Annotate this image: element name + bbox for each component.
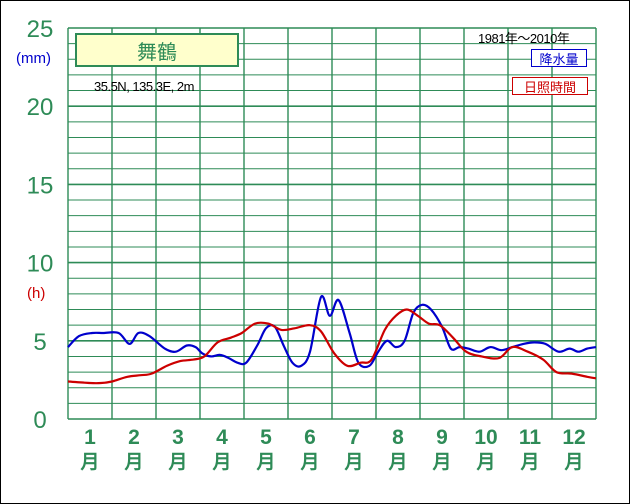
x-tick-month-suffix: 月 <box>431 451 451 473</box>
x-tick-month-suffix: 月 <box>387 451 407 473</box>
x-tick-month-suffix: 月 <box>211 451 231 473</box>
legend-precipitation: 降水量 <box>531 49 587 68</box>
unit-label-mm: (mm) <box>16 50 51 67</box>
y-tick-label: 25 <box>27 16 54 43</box>
y-tick-label: 0 <box>33 407 46 434</box>
x-tick-month-number: 4 <box>216 426 228 449</box>
station-name-box: 舞鶴 <box>75 33 239 67</box>
y-tick-label: 20 <box>27 94 54 121</box>
x-tick-month-number: 10 <box>474 426 497 449</box>
x-tick-month-suffix: 月 <box>123 451 143 473</box>
precipitation-line <box>67 294 597 369</box>
x-tick-month-suffix: 月 <box>563 451 583 473</box>
x-tick-month-number: 11 <box>519 426 542 449</box>
sunshine-line <box>67 308 597 385</box>
x-tick-month-number: 12 <box>562 426 585 449</box>
x-tick-month-suffix: 月 <box>167 451 187 473</box>
x-tick-month-suffix: 月 <box>343 451 363 473</box>
station-name: 舞鶴 <box>137 39 177 64</box>
normal-period: 1981年〜2010年 <box>478 31 570 46</box>
station-coordinates: 35.5N, 135.3E, 2m <box>94 79 194 94</box>
y-tick-label: 15 <box>27 172 54 199</box>
x-tick-month-number: 9 <box>436 426 448 449</box>
x-tick-month-number: 3 <box>172 426 184 449</box>
y-tick-label: 5 <box>33 329 46 356</box>
x-tick-month-suffix: 月 <box>79 451 99 473</box>
x-tick-month-number: 8 <box>392 426 404 449</box>
x-tick-month-number: 7 <box>348 426 360 449</box>
x-tick-month-suffix: 月 <box>519 451 539 473</box>
y-tick-label: 10 <box>27 251 54 278</box>
x-tick-month-number: 1 <box>84 426 96 449</box>
legend-sunshine: 日照時間 <box>512 77 588 96</box>
unit-label-hours: (h) <box>27 285 46 302</box>
x-tick-month-suffix: 月 <box>475 451 495 473</box>
x-tick-month-number: 2 <box>128 426 140 449</box>
x-tick-month-number: 5 <box>260 426 272 449</box>
x-tick-month-suffix: 月 <box>299 451 319 473</box>
x-tick-month-number: 6 <box>304 426 316 449</box>
x-tick-month-suffix: 月 <box>255 451 275 473</box>
